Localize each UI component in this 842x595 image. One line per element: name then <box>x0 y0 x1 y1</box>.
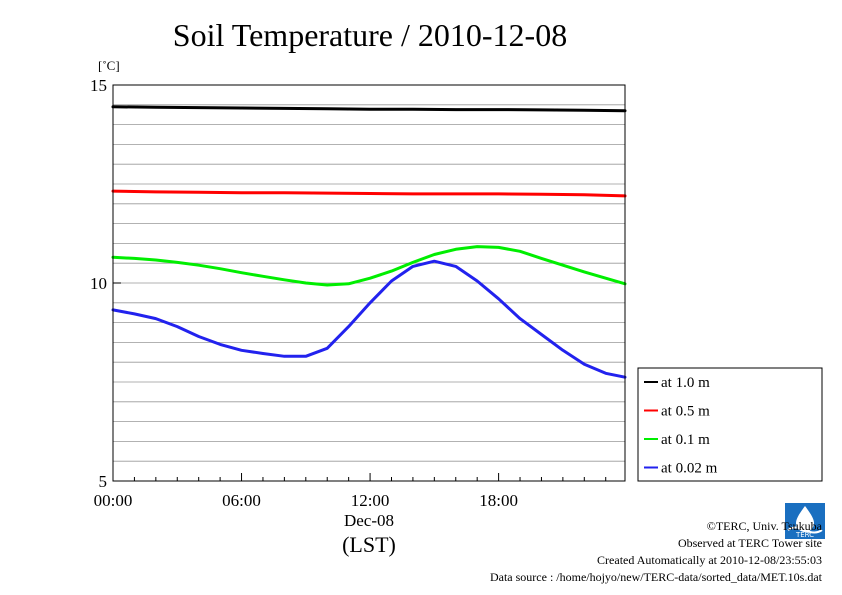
chart-title: Soil Temperature / 2010-12-08 <box>173 17 567 53</box>
source-text: Data source : /home/hojyo/new/TERC-data/… <box>489 570 822 584</box>
x-tick-label: 12:00 <box>351 491 390 510</box>
observed-text: Observed at TERC Tower site <box>677 536 822 550</box>
y-tick-label: 15 <box>90 76 107 95</box>
y-tick-label: 10 <box>90 274 107 293</box>
y-axis: 15 10 5 <box>90 76 121 491</box>
legend-label: at 0.5 m <box>661 404 710 420</box>
series-line-2 <box>111 245 627 287</box>
x-axis-label: (LST) <box>342 532 396 557</box>
series-line-3 <box>111 259 627 379</box>
x-date-label: Dec-08 <box>344 511 394 530</box>
y-unit-label: [˚C] <box>98 58 120 73</box>
series-line-0 <box>111 105 627 113</box>
series-lines <box>111 105 627 379</box>
legend-label: at 1.0 m <box>661 375 710 391</box>
created-text: Created Automatically at 2010-12-08/23:5… <box>597 553 822 567</box>
legend: at 1.0 m at 0.5 m at 0.1 m at 0.02 m <box>637 367 823 482</box>
series-line-1 <box>111 189 627 198</box>
x-tick-label: 18:00 <box>479 491 518 510</box>
x-tick-label: 00:00 <box>94 491 133 510</box>
logo-text: TERC <box>795 531 814 539</box>
legend-label: at 0.1 m <box>661 432 710 448</box>
y-tick-label: 5 <box>99 472 108 491</box>
legend-label: at 0.02 m <box>661 461 718 477</box>
terc-logo: TERC <box>785 503 825 539</box>
legend-box <box>637 367 823 482</box>
x-tick-label: 06:00 <box>222 491 261 510</box>
copyright-text: ©TERC, Univ. Tsukuba <box>706 519 822 533</box>
grid-lines <box>113 104 625 462</box>
x-axis: 00:00 06:00 12:00 18:00 <box>94 473 607 510</box>
